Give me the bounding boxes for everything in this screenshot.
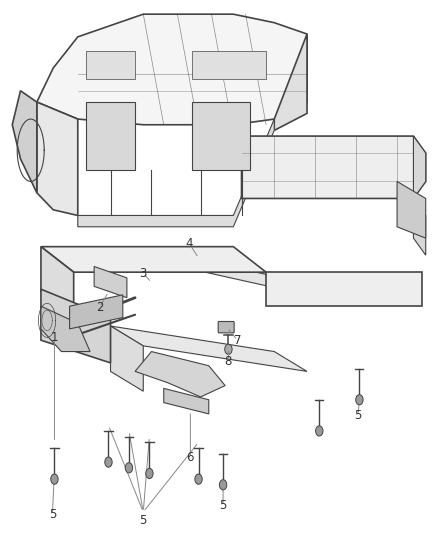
Text: 5: 5 <box>354 409 362 422</box>
FancyBboxPatch shape <box>218 321 234 333</box>
Circle shape <box>316 426 323 436</box>
Polygon shape <box>41 289 110 363</box>
Polygon shape <box>164 389 209 414</box>
Polygon shape <box>70 295 123 329</box>
Polygon shape <box>12 91 37 193</box>
Polygon shape <box>397 181 426 238</box>
Text: 5: 5 <box>49 508 56 521</box>
Polygon shape <box>413 136 426 255</box>
Polygon shape <box>241 136 426 198</box>
Polygon shape <box>41 247 74 314</box>
Circle shape <box>105 457 112 467</box>
Circle shape <box>219 480 227 490</box>
Polygon shape <box>266 272 422 306</box>
Text: 5: 5 <box>219 499 227 512</box>
Polygon shape <box>192 51 266 79</box>
Polygon shape <box>37 14 307 125</box>
Text: 4: 4 <box>186 237 193 251</box>
Polygon shape <box>41 247 266 272</box>
Polygon shape <box>192 102 250 170</box>
Circle shape <box>195 474 202 484</box>
Text: 7: 7 <box>233 334 241 346</box>
Polygon shape <box>86 51 135 79</box>
Polygon shape <box>78 119 274 227</box>
Text: 5: 5 <box>140 514 147 527</box>
Circle shape <box>225 344 232 354</box>
Polygon shape <box>135 352 225 397</box>
Polygon shape <box>94 266 127 298</box>
Text: 2: 2 <box>96 301 103 314</box>
Circle shape <box>125 463 133 473</box>
Polygon shape <box>110 326 307 372</box>
Text: 1: 1 <box>51 331 58 344</box>
Polygon shape <box>86 102 135 170</box>
Polygon shape <box>274 34 307 131</box>
Text: 8: 8 <box>225 354 232 368</box>
Circle shape <box>356 394 363 405</box>
Polygon shape <box>37 102 78 215</box>
Polygon shape <box>41 306 90 352</box>
Polygon shape <box>135 247 266 284</box>
Polygon shape <box>192 258 307 295</box>
Circle shape <box>146 469 153 479</box>
Text: 6: 6 <box>187 451 194 464</box>
Text: 3: 3 <box>140 267 147 280</box>
Circle shape <box>51 474 58 484</box>
Polygon shape <box>110 326 143 391</box>
